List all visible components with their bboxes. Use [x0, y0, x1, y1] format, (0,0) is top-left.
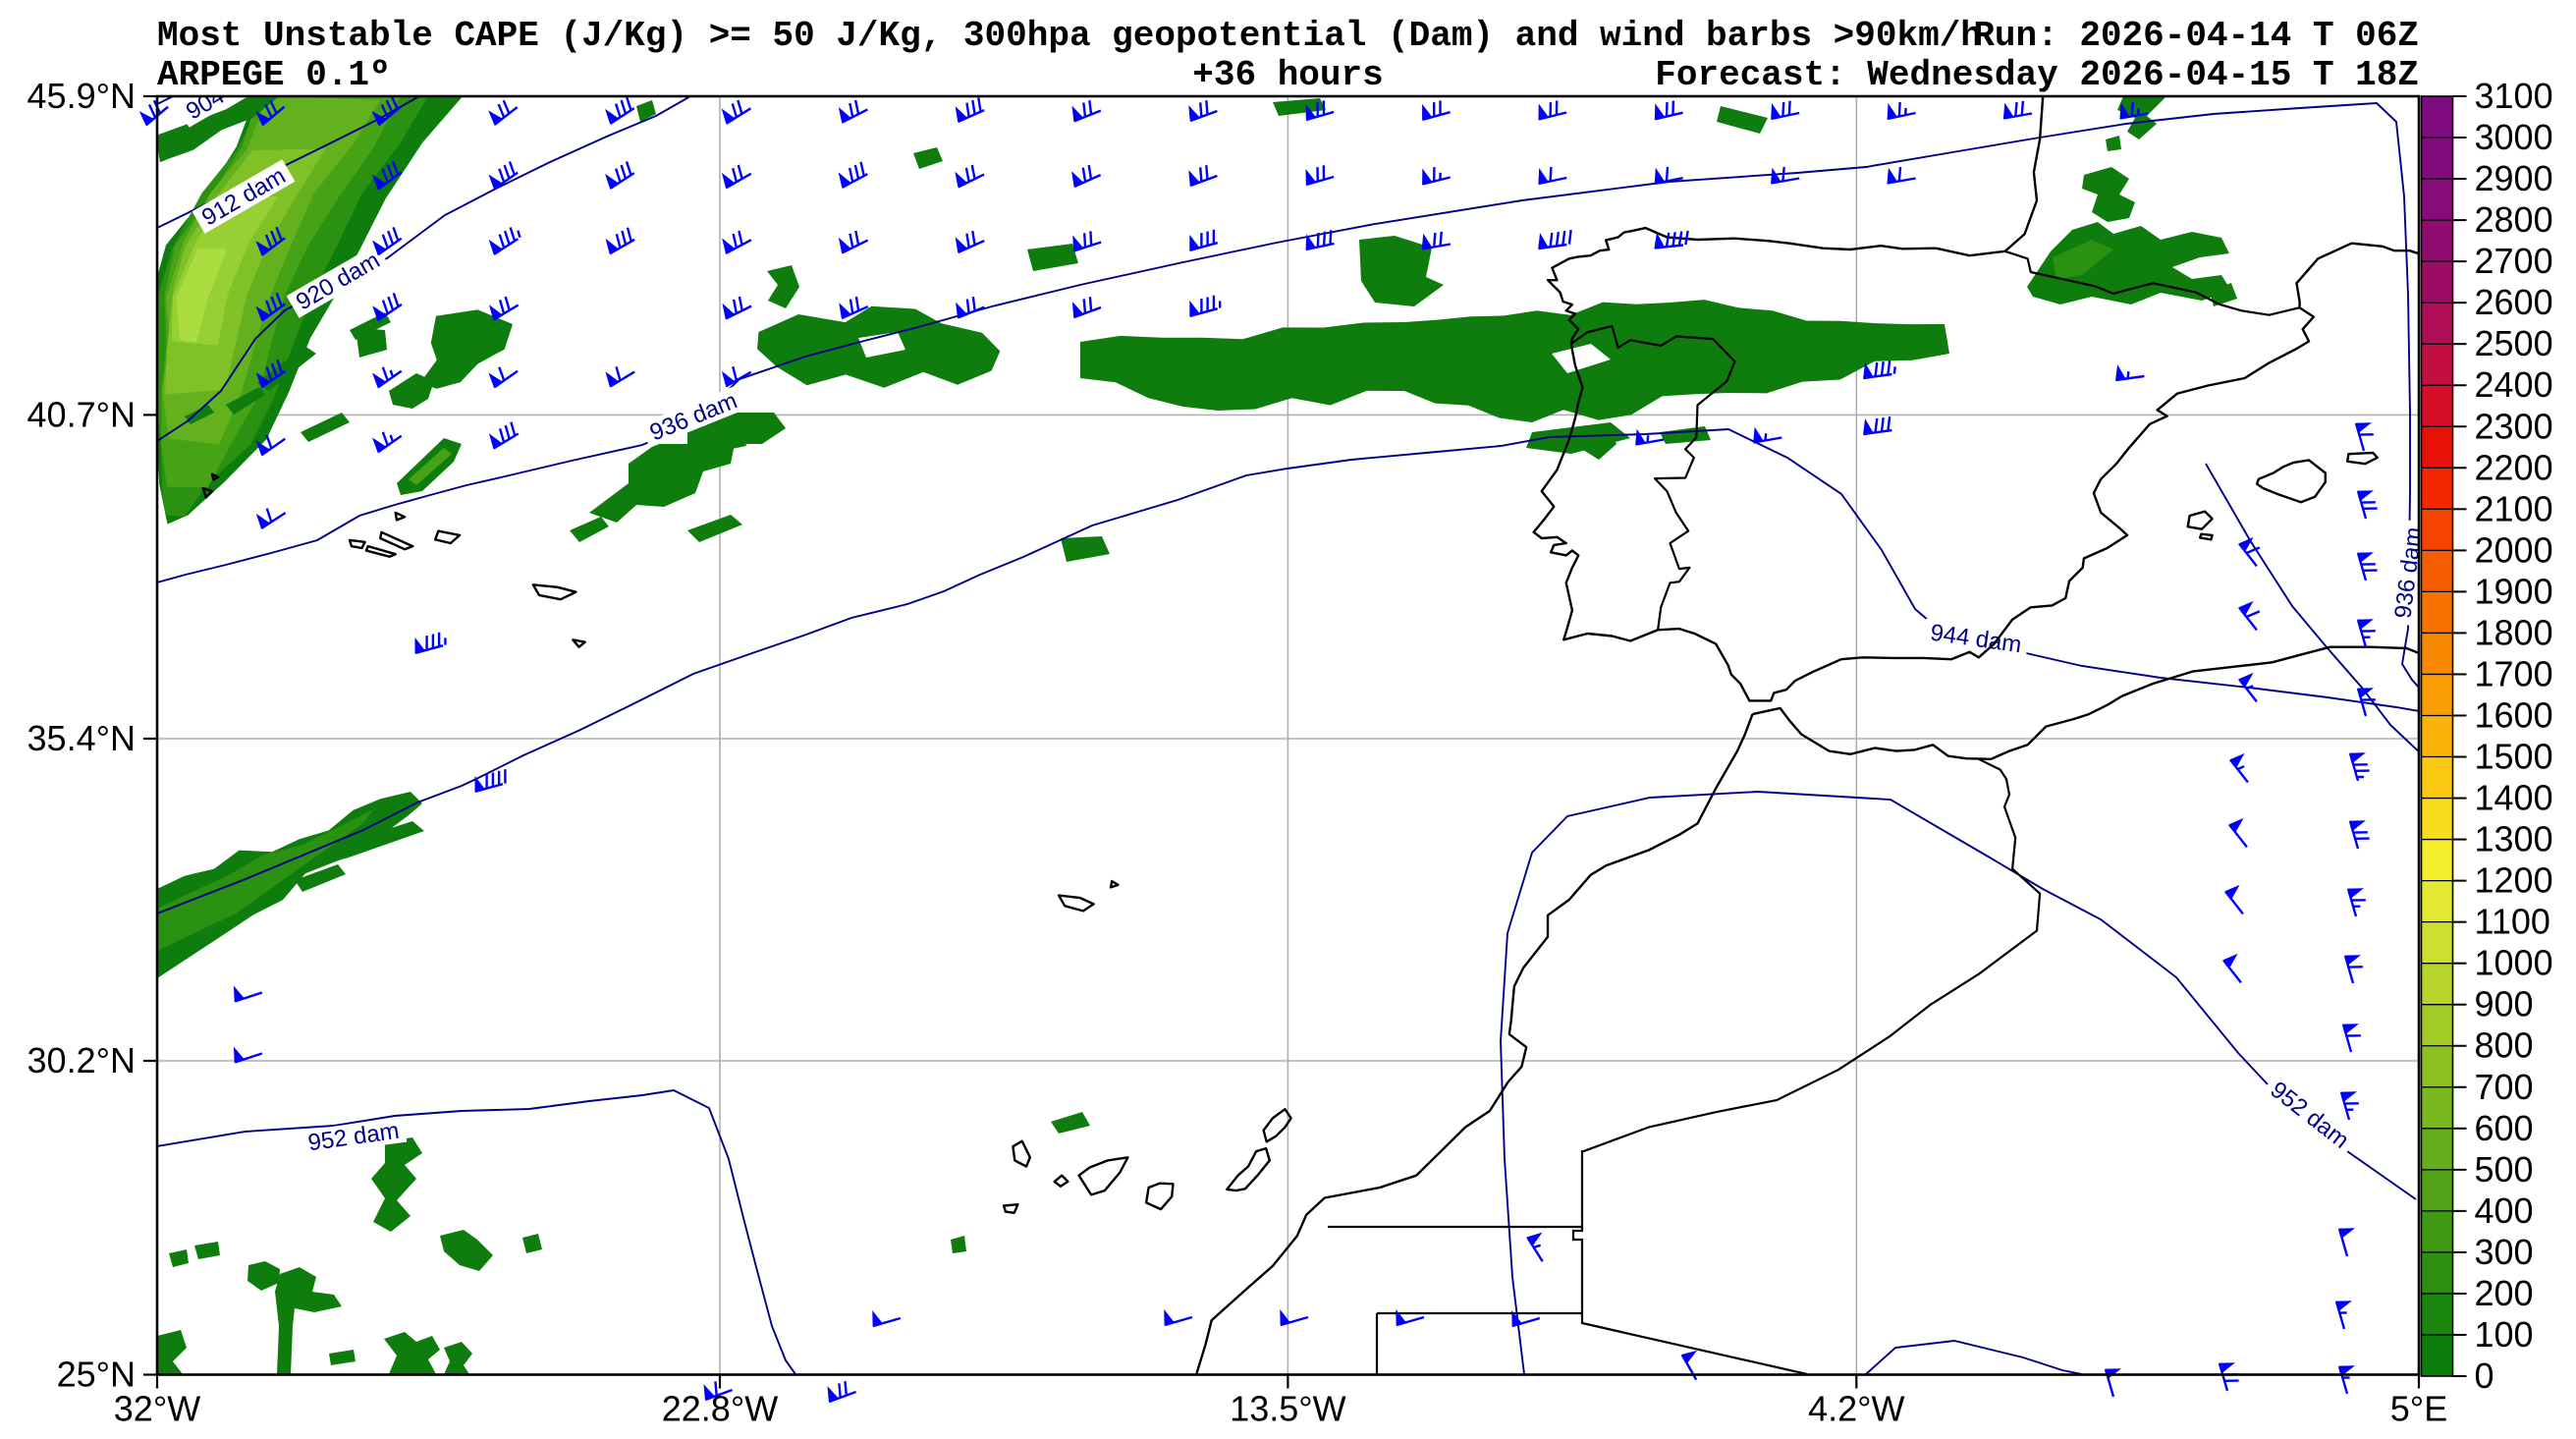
svg-text:2600: 2600: [2475, 282, 2553, 322]
svg-text:3100: 3100: [2475, 76, 2553, 116]
svg-text:1500: 1500: [2475, 737, 2553, 777]
svg-text:2800: 2800: [2475, 199, 2553, 240]
svg-text:4.2°W: 4.2°W: [1808, 1389, 1904, 1429]
svg-text:1000: 1000: [2475, 943, 2553, 983]
svg-text:500: 500: [2475, 1149, 2534, 1190]
svg-text:2200: 2200: [2475, 447, 2553, 487]
svg-text:13.5°W: 13.5°W: [1230, 1389, 1345, 1429]
svg-text:400: 400: [2475, 1190, 2534, 1231]
svg-text:2900: 2900: [2475, 158, 2553, 198]
svg-text:2100: 2100: [2475, 488, 2553, 528]
svg-text:3000: 3000: [2475, 117, 2553, 157]
svg-text:32°W: 32°W: [114, 1389, 200, 1429]
svg-text:Forecast: Wednesday 2026-04-15: Forecast: Wednesday 2026-04-15 T 18Z: [1655, 55, 2419, 95]
svg-text:100: 100: [2475, 1314, 2534, 1355]
svg-text:40.7°N: 40.7°N: [27, 394, 136, 434]
svg-text:5°E: 5°E: [2390, 1389, 2447, 1429]
svg-text:900: 900: [2475, 984, 2534, 1024]
svg-text:1100: 1100: [2475, 902, 2550, 942]
svg-text:1900: 1900: [2475, 571, 2553, 611]
svg-text:ARPEGE 0.1º: ARPEGE 0.1º: [157, 55, 391, 95]
svg-text:2500: 2500: [2475, 323, 2553, 363]
svg-text:1700: 1700: [2475, 653, 2553, 693]
svg-text:600: 600: [2475, 1108, 2534, 1148]
svg-text:200: 200: [2475, 1273, 2534, 1313]
svg-text:2000: 2000: [2475, 529, 2553, 570]
svg-text:35.4°N: 35.4°N: [27, 718, 136, 758]
svg-text:800: 800: [2475, 1025, 2534, 1066]
svg-text:30.2°N: 30.2°N: [27, 1040, 136, 1080]
svg-text:0: 0: [2475, 1356, 2494, 1396]
svg-text:1400: 1400: [2475, 778, 2553, 818]
svg-text:2300: 2300: [2475, 406, 2553, 446]
svg-text:25°N: 25°N: [57, 1355, 136, 1395]
svg-text:1300: 1300: [2475, 819, 2553, 859]
svg-text:2400: 2400: [2475, 364, 2553, 405]
svg-text:+36 hours: +36 hours: [1192, 55, 1383, 95]
svg-text:1600: 1600: [2475, 694, 2553, 735]
svg-text:300: 300: [2475, 1232, 2534, 1272]
svg-text:700: 700: [2475, 1067, 2534, 1107]
svg-text:1800: 1800: [2475, 612, 2553, 652]
svg-text:Most Unstable CAPE (J/Kg) >= 5: Most Unstable CAPE (J/Kg) >= 50 J/Kg, 30…: [157, 16, 1982, 56]
svg-text:22.8°W: 22.8°W: [662, 1389, 778, 1429]
svg-text:2700: 2700: [2475, 241, 2553, 281]
svg-text:1200: 1200: [2475, 860, 2553, 901]
svg-text:45.9°N: 45.9°N: [27, 76, 136, 116]
svg-text:Run: 2026-04-14 T 06Z: Run: 2026-04-14 T 06Z: [1973, 16, 2419, 56]
